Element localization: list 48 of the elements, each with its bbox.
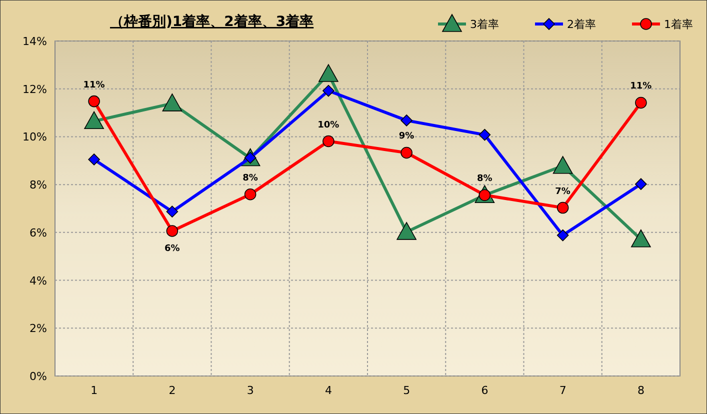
data-label: 10% [318, 120, 340, 130]
point [166, 225, 178, 237]
legend-label: 1着率 [664, 18, 693, 31]
x-tick-label: 4 [324, 384, 332, 397]
point [556, 229, 569, 242]
data-label: 11% [83, 80, 105, 90]
point [244, 188, 256, 200]
y-tick-label: 2% [30, 322, 47, 336]
point [400, 114, 412, 126]
data-label: 6% [164, 244, 180, 254]
y-tick-label: 14% [22, 35, 47, 48]
x-tick-label: 5 [403, 384, 410, 397]
point [635, 178, 647, 190]
chart-title: （枠番別)1着率、2着率、3着率 [110, 13, 314, 30]
point [88, 154, 100, 166]
y-tick-label: 12% [22, 82, 47, 96]
y-tick-label: 4% [30, 274, 47, 288]
x-tick-label: 7 [559, 384, 566, 397]
point [166, 206, 178, 218]
point [322, 84, 334, 97]
y-tick-label: 8% [30, 178, 47, 192]
point [318, 64, 338, 82]
point [635, 96, 647, 109]
x-tick-label: 6 [481, 384, 488, 397]
data-label: 8% [242, 173, 258, 184]
point [631, 229, 651, 248]
point [556, 202, 569, 214]
y-tick-label: 6% [30, 226, 47, 240]
legend-label: 2着率 [567, 18, 596, 31]
x-tick-label: 1 [90, 384, 98, 397]
y-tick-label: 10% [22, 130, 47, 144]
y-tick-label: 0% [30, 370, 47, 383]
point [552, 156, 573, 174]
point [84, 111, 104, 130]
point [478, 128, 491, 141]
point [322, 135, 334, 148]
data-label: 8% [477, 174, 492, 184]
x-tick-label: 2 [168, 384, 176, 397]
x-tick-label: 3 [246, 384, 254, 397]
point [400, 146, 412, 159]
data-label: 9% [398, 132, 414, 142]
data-label: 11% [630, 82, 652, 92]
point [396, 222, 416, 240]
x-tick-label: 8 [637, 384, 644, 397]
data-label: 7% [555, 186, 570, 197]
point [162, 94, 182, 112]
point [88, 95, 100, 108]
legend-label: 3着率 [470, 18, 499, 31]
